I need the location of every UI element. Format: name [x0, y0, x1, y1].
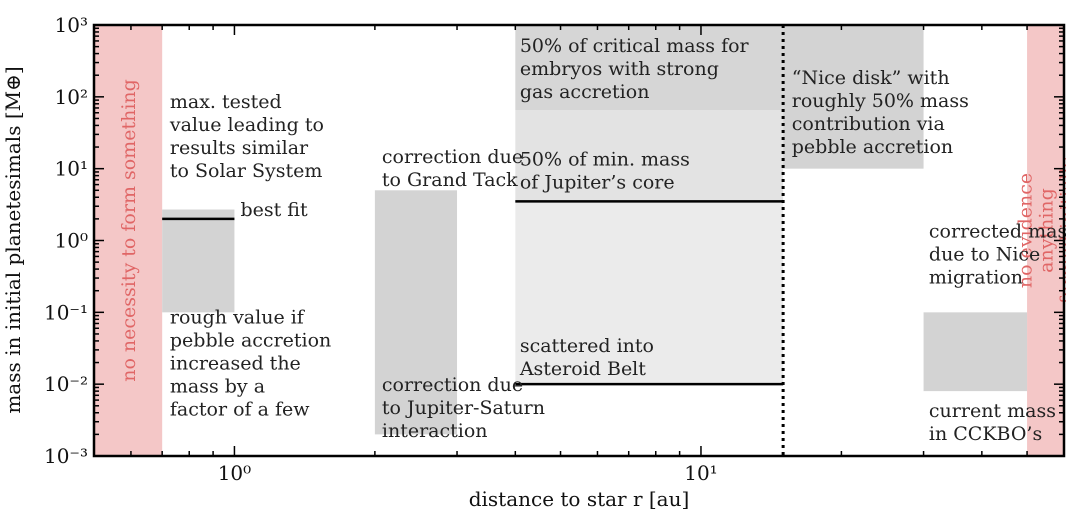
- mass-box-3: [515, 110, 784, 202]
- annotation-5: 50% of critical mass for embryos with str…: [520, 35, 750, 103]
- annotation-4: correction due to Jupiter-Saturn interacti…: [382, 374, 545, 442]
- mass-box-5: [783, 25, 924, 169]
- excluded-region-0: [94, 25, 163, 456]
- mass-box-4: [515, 25, 784, 111]
- x-tick-label-0: 10⁰: [218, 461, 251, 485]
- mass-box-0: [162, 209, 235, 313]
- annotation-8: “Nice disk” with roughly 50% mass contribu…: [792, 67, 969, 158]
- axis-ticks: 10⁻³ 10⁻² 10⁻¹ 10⁰ 10¹ 10² 10³ 10⁰ 10¹: [44, 13, 1065, 485]
- y-tick-label-6: 10³: [55, 13, 88, 37]
- mass-boxes: [162, 25, 1028, 435]
- y-axis-label: mass in initial planetesimals [M⊕]: [1, 66, 25, 413]
- mass-lines: [162, 200, 784, 386]
- y-tick-label-4: 10¹: [55, 157, 88, 181]
- y-tick-label-2: 10⁻¹: [44, 300, 88, 324]
- region-label-0: no necessity to form something: [118, 79, 140, 382]
- annotations: max. tested value leading to results simil…: [169, 35, 1066, 445]
- region-label-1: no evidenceanythingformed initially: [1015, 157, 1066, 305]
- annotation-10: current mass in CCKBO’s: [929, 400, 1056, 445]
- y-tick-label-3: 10⁰: [55, 229, 88, 253]
- x-tick-label-1: 10¹: [684, 461, 717, 485]
- mass-box-1: [374, 190, 458, 435]
- y-tick-label-0: 10⁻³: [44, 444, 88, 468]
- annotation-1: best fit: [240, 199, 308, 221]
- annotation-9: corrected mass due to Nice migration: [929, 221, 1066, 289]
- mass-box-2: [515, 201, 784, 385]
- x-axis-label: distance to star r [au]: [469, 487, 690, 511]
- mass-box-6: [923, 312, 1028, 392]
- annotation-6: 50% of min. mass of Jupiter’s core: [520, 149, 690, 194]
- y-tick-label-5: 10²: [55, 85, 88, 109]
- region-labels: no necessity to form something no evidenc…: [118, 79, 1066, 382]
- annotation-2: rough value if pebble accretion increased …: [170, 306, 331, 420]
- y-tick-label-1: 10⁻²: [44, 372, 88, 396]
- annotation-3: correction due to Grand Tack: [382, 146, 523, 191]
- annotation-7: scattered into Asteroid Belt: [519, 335, 654, 380]
- annotation-0: max. tested value leading to results simil…: [169, 91, 324, 182]
